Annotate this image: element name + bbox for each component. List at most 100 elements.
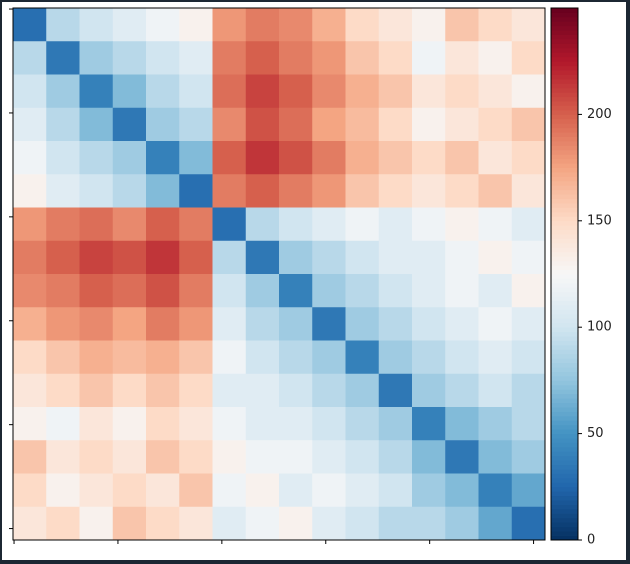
heatmap-cell [478, 174, 513, 208]
heatmap-cell [279, 373, 313, 408]
colorbar-segment [551, 198, 578, 204]
heatmap-cell [511, 174, 546, 208]
heatmap-cell [46, 373, 80, 408]
heatmap-cell [412, 506, 446, 541]
heatmap-cell [146, 141, 180, 175]
heatmap-cell [46, 506, 80, 541]
heatmap-cell [179, 74, 213, 109]
colorbar-segment [551, 402, 578, 408]
heatmap-cell [146, 8, 180, 42]
colorbar-segment [551, 380, 578, 386]
colorbar-segment [551, 296, 578, 301]
colorbar-segment [551, 242, 578, 248]
heatmap-cell [79, 440, 114, 474]
heatmap-cell [445, 174, 479, 208]
colorbar-segment [551, 158, 578, 164]
colorbar-segment [551, 291, 578, 297]
heatmap-cell [13, 41, 47, 75]
heatmap-cell [312, 74, 346, 109]
colorbar-tick-label: 200 [587, 107, 612, 122]
heatmap-cell [312, 174, 346, 208]
heatmap-cell [412, 174, 446, 208]
heatmap-cell [112, 440, 147, 474]
heatmap-cell [511, 506, 546, 541]
colorbar-segment [551, 109, 578, 115]
colorbar-segment [551, 513, 578, 519]
colorbar-segment [551, 12, 578, 18]
heatmap-cell [345, 240, 380, 275]
heatmap-cell [312, 440, 346, 474]
colorbar-segment [551, 367, 578, 372]
heatmap-cell [378, 240, 413, 275]
heatmap-cell [146, 274, 180, 308]
heatmap-cell [46, 8, 80, 42]
heatmap-cell [445, 440, 479, 474]
heatmap-cell [378, 274, 413, 308]
heatmap-cell [511, 307, 546, 341]
colorbar-segment [551, 504, 578, 510]
heatmap-cell [212, 174, 247, 208]
colorbar-segment [551, 438, 578, 443]
heatmap-cell [245, 107, 280, 142]
colorbar-segment [551, 114, 578, 120]
heatmap-cell [146, 207, 180, 242]
heatmap-cell [478, 340, 513, 375]
colorbar-segment [551, 229, 578, 235]
heatmap-cell [445, 41, 479, 75]
heatmap-cell [445, 473, 479, 508]
heatmap-cell [378, 340, 413, 375]
heatmap-cell [345, 506, 380, 541]
heatmap-cell [412, 340, 446, 375]
heatmap-cell [212, 8, 247, 42]
heatmap-cell [146, 74, 180, 109]
heatmap-cell [79, 107, 114, 142]
heatmap-cell [378, 8, 413, 42]
heatmap-cell [212, 107, 247, 142]
heatmap-cell [312, 473, 346, 508]
heatmap-cell [511, 107, 546, 142]
heatmap-cell [13, 74, 47, 109]
colorbar-segment [551, 83, 578, 89]
heatmap-cell [279, 340, 313, 375]
heatmap-cell [345, 307, 380, 341]
heatmap-cell [13, 340, 47, 375]
colorbar-segment [551, 211, 578, 217]
heatmap-cell [245, 373, 280, 408]
heatmap-cell [146, 506, 180, 541]
heatmap-cell [445, 74, 479, 109]
colorbar-segment [551, 309, 578, 315]
colorbar-segment [551, 362, 578, 368]
heatmap-cell [79, 373, 114, 408]
colorbar-segment [551, 358, 578, 364]
heatmap-cell [478, 41, 513, 75]
heatmap-cell [378, 207, 413, 242]
heatmap-cell [212, 141, 247, 175]
colorbar-segment [551, 185, 578, 191]
heatmap-cell [345, 340, 380, 375]
colorbar-segment [551, 477, 578, 483]
heatmap-cell [79, 174, 114, 208]
heatmap-cell [511, 74, 546, 109]
heatmap-cell [46, 207, 80, 242]
colorbar-segment [551, 127, 578, 133]
colorbar-segment [551, 500, 578, 505]
heatmap-cell [13, 207, 47, 242]
heatmap-cell [179, 174, 213, 208]
heatmap-cell [179, 440, 213, 474]
heatmap-cell [112, 240, 147, 275]
colorbar-segment [551, 495, 578, 501]
colorbar-segment [551, 451, 578, 457]
heatmap-cell [179, 240, 213, 275]
colorbar-segment [551, 455, 578, 461]
heatmap-cell [478, 274, 513, 308]
colorbar-segment [551, 65, 578, 71]
colorbar-segment [551, 482, 578, 488]
colorbar-segment [551, 8, 578, 13]
heatmap-cell [478, 440, 513, 474]
heatmap-cell [112, 41, 147, 75]
heatmap-cell [478, 307, 513, 341]
heatmap-cell [245, 340, 280, 375]
colorbar-segment [551, 384, 578, 390]
heatmap-cell [279, 506, 313, 541]
heatmap-cell [345, 407, 380, 441]
